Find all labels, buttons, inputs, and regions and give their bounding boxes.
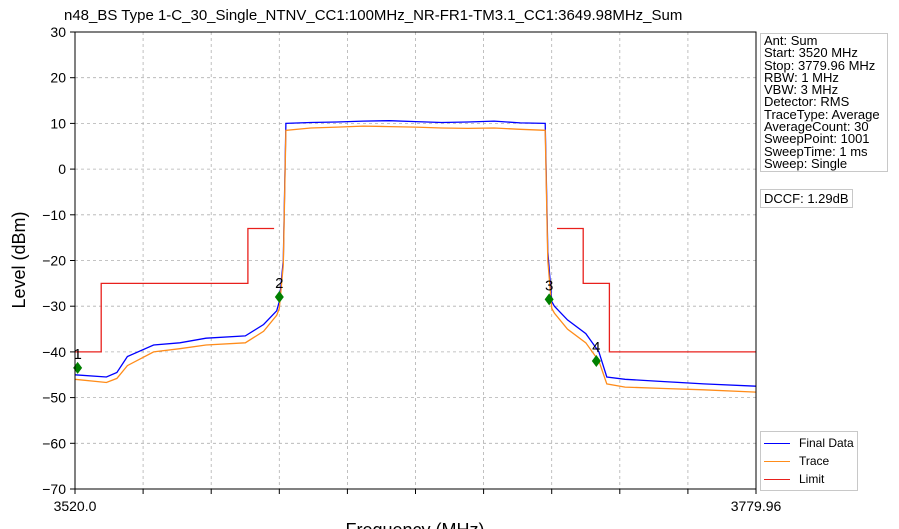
marker-label: 1 — [73, 346, 81, 363]
plot-frame — [74, 31, 757, 490]
x-axis: 3520.0 3779.96 — [54, 489, 782, 514]
info-line: RBW: 1 MHz — [764, 69, 839, 85]
x-tick-label: 3520.0 — [54, 498, 97, 514]
y-tick-label: −10 — [42, 207, 66, 223]
legend-label: Trace — [799, 454, 830, 468]
y-tick-label: 10 — [50, 115, 66, 131]
grid — [75, 32, 756, 489]
marker-diamond — [544, 293, 554, 306]
legend-swatch-final-data — [764, 442, 790, 444]
y-tick-label: −50 — [42, 390, 66, 406]
legend-item-final-data: Final Data — [764, 434, 854, 452]
info-line: AverageCount: 30 — [764, 119, 869, 135]
info-line: Start: 3520 MHz — [764, 45, 858, 61]
y-tick-label: 30 — [50, 24, 66, 40]
info-line: Stop: 3779.96 MHz — [764, 57, 876, 73]
series-line-trace — [74, 125, 757, 393]
marker-diamond — [274, 291, 284, 304]
y-tick-label: −70 — [42, 481, 66, 497]
y-axis-label: Level (dBm) — [9, 211, 29, 308]
y-tick-label: −40 — [42, 344, 66, 360]
chart-title: n48_BS Type 1-C_30_Single_NTNV_CC1:100MH… — [64, 7, 682, 24]
info-line: TraceType: Average — [764, 106, 880, 122]
info-line: Sweep: Single — [764, 155, 848, 171]
series-line-limit — [75, 227, 756, 353]
markers-group: 1 2 3 4 — [73, 275, 601, 374]
marker-label: 2 — [275, 275, 283, 292]
legend-swatch-limit — [764, 478, 790, 480]
legend-item-trace: Trace — [764, 452, 854, 470]
x-axis-label: Frequency (MHz) — [345, 520, 484, 529]
marker-diamond — [591, 355, 601, 368]
legend-label: Limit — [799, 472, 825, 486]
marker-label: 4 — [592, 339, 600, 356]
series-line-final-data — [74, 120, 757, 387]
y-tick-label: 20 — [50, 70, 66, 86]
y-tick-label: −20 — [42, 253, 66, 269]
legend-swatch-trace — [764, 460, 790, 462]
marker-diamond — [73, 361, 83, 374]
legend-item-limit: Limit — [764, 470, 854, 488]
measurement-info-box: Ant: Sum Start: 3520 MHz Stop: 3779.96 M… — [760, 33, 888, 173]
dccf-box: DCCF: 1.29dB — [760, 189, 853, 208]
info-line: SweepTime: 1 ms — [764, 143, 868, 159]
y-tick-label: 0 — [58, 161, 66, 177]
info-line: SweepPoint: 1001 — [764, 131, 870, 147]
y-tick-label: −60 — [42, 435, 66, 451]
legend: Final Data Trace Limit — [760, 431, 858, 491]
marker-label: 3 — [545, 277, 553, 294]
info-line: VBW: 3 MHz — [764, 82, 839, 98]
y-tick-label: −30 — [42, 298, 66, 314]
y-axis: 30 20 10 0 −10 −20 −30 −40 −50 −60 −70 — [42, 24, 75, 497]
x-tick-label: 3779.96 — [731, 498, 782, 514]
info-line: Ant: Sum — [764, 33, 818, 48]
series-group — [74, 120, 757, 393]
info-line: Detector: RMS — [764, 94, 850, 110]
legend-label: Final Data — [799, 436, 854, 450]
